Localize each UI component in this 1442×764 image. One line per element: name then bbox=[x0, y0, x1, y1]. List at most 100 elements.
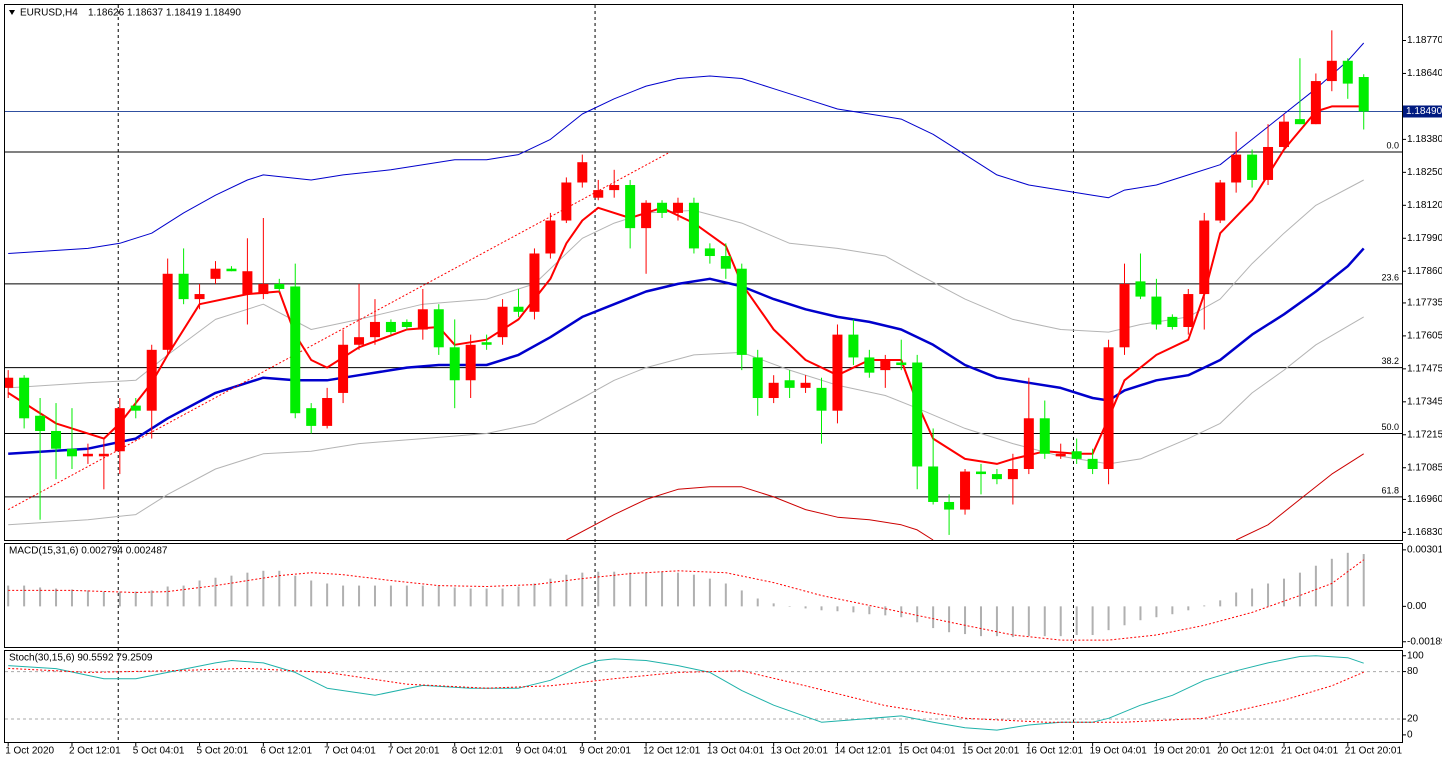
macd-bar bbox=[1298, 572, 1301, 607]
candle-body bbox=[66, 448, 77, 457]
macd-bar bbox=[118, 591, 121, 607]
macd-bar bbox=[692, 574, 695, 607]
macd-bar bbox=[1011, 606, 1014, 638]
macd-bar bbox=[533, 583, 536, 607]
x-tick-label: 20 Oct 12:01 bbox=[1217, 746, 1275, 757]
macd-bar bbox=[932, 606, 935, 629]
macd-bar bbox=[1059, 606, 1062, 637]
candle-body bbox=[928, 466, 939, 502]
y-tick-label: 1.17215 bbox=[1407, 429, 1442, 440]
x-tick-label: 19 Oct 20:01 bbox=[1153, 746, 1211, 757]
candle-body bbox=[864, 357, 875, 373]
macd-bar bbox=[1314, 565, 1317, 607]
macd-bar bbox=[1267, 583, 1270, 607]
candle-body bbox=[210, 268, 221, 279]
candle-body bbox=[98, 453, 109, 457]
x-tick-label: 7 Oct 04:01 bbox=[324, 746, 376, 757]
candle-body bbox=[162, 273, 173, 350]
candle-body bbox=[401, 321, 412, 328]
macd-bar bbox=[868, 606, 871, 615]
candle-body bbox=[130, 405, 141, 411]
macd-bar bbox=[565, 574, 568, 607]
x-tick-label: 7 Oct 20:01 bbox=[388, 746, 440, 757]
y-tick-label: 1.17475 bbox=[1407, 363, 1442, 374]
macd-bar bbox=[230, 575, 233, 607]
indicator-line bbox=[566, 453, 1364, 540]
macd-bar bbox=[182, 585, 185, 607]
macd-bar bbox=[501, 588, 504, 607]
y-tick-label: 20 bbox=[1407, 714, 1419, 725]
macd-bar bbox=[836, 606, 839, 612]
axes: 1.18770 1.18640 1.18380 1.18250 1.18120 1.179… bbox=[5, 35, 1442, 757]
candle-body bbox=[672, 202, 683, 213]
y-tick-label: 1.16960 bbox=[1407, 494, 1442, 505]
y-tick-label: 1.17605 bbox=[1407, 331, 1442, 342]
x-tick-label: 5 Oct 20:01 bbox=[197, 746, 249, 757]
fibo-label: 38.2 bbox=[1381, 356, 1399, 366]
macd-bar bbox=[756, 598, 759, 607]
x-tick-label: 9 Oct 20:01 bbox=[579, 746, 631, 757]
macd-bar bbox=[629, 572, 632, 607]
candle-body bbox=[641, 202, 652, 229]
y-tick-label: 1.18640 bbox=[1407, 68, 1442, 79]
candle-body bbox=[226, 268, 237, 272]
candle-body bbox=[1167, 316, 1178, 328]
macd-bar bbox=[772, 603, 775, 607]
candle-body bbox=[752, 357, 763, 399]
candle-body bbox=[1087, 458, 1098, 470]
y-tick-label: 100 bbox=[1407, 650, 1424, 661]
y-tick-label: 0 bbox=[1407, 730, 1413, 741]
candle-body bbox=[1151, 296, 1162, 325]
candle-body bbox=[688, 202, 699, 249]
candle-body bbox=[1135, 281, 1146, 297]
separators bbox=[117, 5, 1074, 742]
current-price-badge bbox=[1403, 105, 1442, 118]
candle-body bbox=[912, 362, 923, 467]
x-tick-label: 2 Oct 12:01 bbox=[69, 746, 121, 757]
macd-bar bbox=[358, 585, 361, 607]
candle-body bbox=[274, 283, 285, 289]
candle-body bbox=[657, 202, 668, 213]
candle-body bbox=[609, 185, 620, 191]
y-tick-label: 1.17735 bbox=[1407, 298, 1442, 309]
candle-body bbox=[1023, 418, 1034, 470]
macd-bar bbox=[661, 571, 664, 607]
y-tick-label: 80 bbox=[1407, 666, 1419, 677]
macd-bar bbox=[964, 606, 967, 635]
menu-triangle[interactable] bbox=[9, 10, 15, 15]
y-tick-label: 1.16830 bbox=[1407, 527, 1442, 538]
candle-body bbox=[1215, 182, 1226, 221]
macd-bar bbox=[1203, 605, 1206, 607]
macd-bar bbox=[1219, 600, 1222, 607]
candle-body bbox=[178, 273, 189, 300]
y-tick-label: 1.17345 bbox=[1407, 396, 1442, 407]
x-tick-label: 1 Oct 2020 bbox=[5, 746, 54, 757]
x-tick-label: 16 Oct 12:01 bbox=[1026, 746, 1084, 757]
candle-body bbox=[577, 162, 588, 183]
x-tick-label: 15 Oct 20:01 bbox=[962, 746, 1020, 757]
y-tick-label: 1.18250 bbox=[1407, 167, 1442, 178]
candle-body bbox=[625, 185, 636, 229]
candle-body bbox=[19, 377, 30, 419]
macd-plot bbox=[7, 552, 1365, 641]
x-tick-label: 19 Oct 04:01 bbox=[1090, 746, 1148, 757]
macd-bar bbox=[1282, 578, 1285, 607]
macd-bar bbox=[23, 585, 26, 607]
candle-body bbox=[991, 474, 1002, 480]
macd-bar bbox=[1091, 606, 1094, 636]
macd-bar bbox=[645, 572, 648, 607]
candle-body bbox=[322, 398, 333, 426]
macd-bar bbox=[294, 575, 297, 607]
macd-bar bbox=[1362, 554, 1365, 607]
macd-bar bbox=[1251, 588, 1254, 607]
macd-bar bbox=[1330, 558, 1333, 607]
y-tick-label: 1.18770 bbox=[1407, 35, 1442, 46]
indicator-line bbox=[8, 42, 1365, 254]
y-tick-label: 1.17990 bbox=[1407, 233, 1442, 244]
macd-bar bbox=[613, 571, 616, 607]
candle-body bbox=[593, 190, 604, 198]
y-tick-label: 1.17860 bbox=[1407, 266, 1442, 277]
stoch-plot bbox=[5, 655, 1402, 731]
candle-body bbox=[354, 337, 365, 345]
current-price-label: 1.18490 bbox=[1406, 106, 1442, 117]
